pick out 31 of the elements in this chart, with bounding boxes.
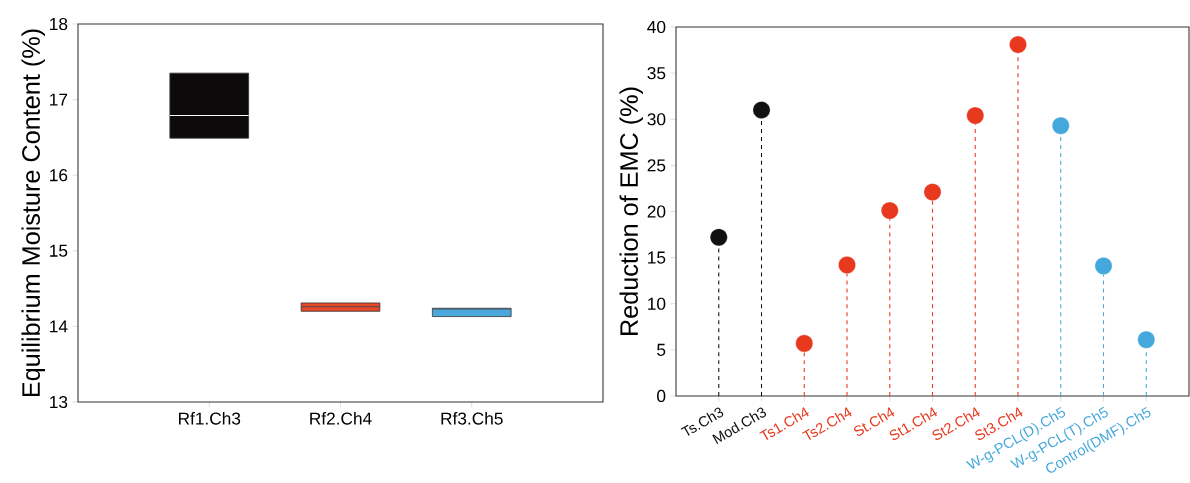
- point: [880, 201, 899, 220]
- y-tick-label: 10: [648, 297, 666, 310]
- y-tick-label: 18: [50, 17, 68, 31]
- y-tick-label: 20: [647, 205, 666, 218]
- point: [1009, 35, 1027, 54]
- point: [795, 334, 814, 353]
- y-tick-label: 30: [647, 113, 666, 126]
- y-tick-label: 35: [647, 67, 666, 80]
- y-tick-label: 40: [647, 20, 666, 34]
- point: [923, 183, 942, 201]
- y-tick-label: 17: [50, 93, 68, 106]
- y-tick-label: 0: [657, 389, 666, 403]
- x-tick-label: Rf3.Ch5: [441, 412, 503, 425]
- x-tick-label: Rf1.Ch3: [178, 412, 241, 425]
- point: [752, 101, 771, 119]
- y-tick-label: 16: [50, 169, 68, 182]
- y-tick-label: 5: [657, 343, 666, 356]
- point: [966, 106, 985, 125]
- point: [1137, 330, 1156, 349]
- point: [1094, 257, 1113, 275]
- y-tick-label: 13: [50, 395, 68, 409]
- point: [709, 228, 728, 247]
- y-axis-title: Reduction of EMC (%): [619, 87, 643, 335]
- y-tick-label: 15: [648, 251, 666, 264]
- point: [1051, 116, 1070, 135]
- y-tick-label: 14: [50, 320, 68, 333]
- y-tick-label: 15: [50, 244, 68, 257]
- y-tick-label: 25: [647, 159, 666, 172]
- y-axis-title: Equilibrium Moisture Content (%): [21, 29, 45, 397]
- x-tick-label: Rf2.Ch4: [310, 412, 372, 425]
- point: [838, 256, 856, 274]
